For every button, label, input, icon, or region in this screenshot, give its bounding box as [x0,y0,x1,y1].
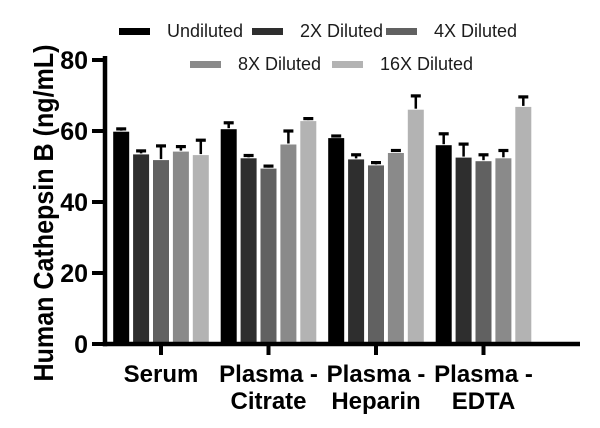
legend-item-8x: 8X Diluted [190,53,322,74]
bar [153,160,169,344]
bar [495,158,512,344]
bar [260,168,277,344]
bar [240,158,257,344]
8x-diluted-swatch-icon [190,60,221,68]
x-category-label: Citrate [230,388,306,415]
16x-diluted-swatch-icon [332,60,363,68]
4x-diluted-swatch-icon [386,27,417,35]
x-category-label: Plasma - [219,361,318,388]
legend-label-8x: 8X Diluted [238,53,322,74]
bar [348,159,365,344]
bar [475,161,492,344]
bar [280,144,297,344]
bar [300,121,317,344]
x-category-label: Heparin [331,388,420,415]
undiluted-swatch-icon [119,27,150,35]
y-tick-label: 0 [74,331,88,359]
bar [172,151,189,344]
bar [328,138,345,344]
x-category-label: Plasma - [434,361,533,388]
bar [113,131,130,344]
y-tick-label: 20 [60,260,88,288]
bar [455,157,472,344]
legend-label-undiluted: Undiluted [167,20,244,41]
y-tick-label: 60 [60,118,88,146]
y-axis-title: Human Cathepsin B (ng/mL) [28,45,59,382]
legend-item-undiluted: Undiluted [119,20,244,41]
y-tick-label: 80 [60,47,88,75]
x-category-label: EDTA [452,388,516,415]
bar [387,153,404,344]
bar [220,129,237,344]
legend-label-4x: 4X Diluted [434,20,518,41]
x-category-label: Serum [124,361,199,388]
bar [133,154,150,344]
legend-item-16x: 16X Diluted [332,53,474,74]
legend-label-2x: 2X Diluted [300,20,384,41]
bar [515,106,532,345]
bar [407,109,424,344]
bar [192,155,209,344]
bar [435,145,452,344]
legend-label-16x: 16X Diluted [380,53,474,74]
x-category-label: Plasma - [327,361,426,388]
legend-item-4x: 4X Diluted [386,20,518,41]
legend-item-2x: 2X Diluted [252,20,384,41]
bar [368,165,384,344]
2x-diluted-swatch-icon [252,27,283,35]
y-tick-label: 40 [60,189,88,217]
